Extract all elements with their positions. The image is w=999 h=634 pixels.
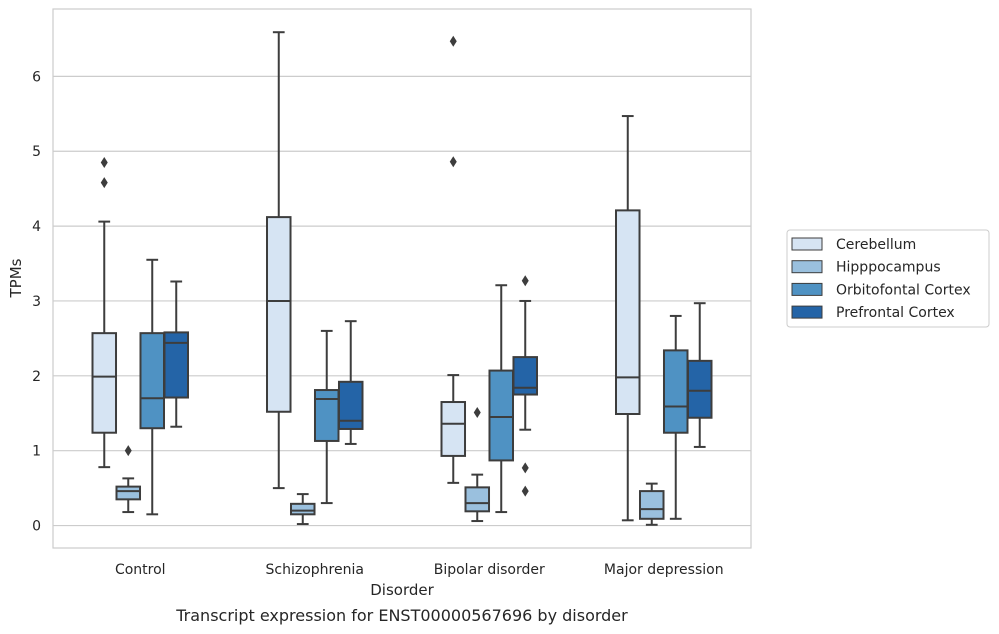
y-tick-label: 0 <box>32 519 41 535</box>
box-body <box>686 359 713 419</box>
outlier-point <box>124 445 132 457</box>
outlier-point <box>449 35 457 47</box>
box-body <box>91 332 118 434</box>
legend-label: Prefrontal Cortex <box>836 305 955 321</box>
legend-swatch <box>791 237 823 251</box>
plot-area-frame <box>52 8 752 549</box>
box-body <box>115 485 142 501</box>
outlier-point <box>473 407 481 419</box>
box-body <box>289 502 316 516</box>
legend-swatch <box>791 260 823 274</box>
box-body <box>512 356 538 396</box>
box <box>615 115 641 522</box>
box <box>464 407 491 523</box>
box <box>488 284 515 514</box>
box <box>440 35 467 484</box>
series-orbitofontal-cortex <box>139 258 689 520</box>
x-tick-labels: Control Schizophrenia Bipolar disorder Majo… <box>115 562 724 578</box>
legend-label: Hipppocampus <box>836 260 941 276</box>
box <box>313 329 340 505</box>
box <box>337 320 364 445</box>
box-body <box>266 216 292 413</box>
outlier-point <box>100 177 108 189</box>
series-hipppocampus <box>115 407 665 526</box>
box <box>289 493 316 526</box>
box-body <box>337 380 364 430</box>
y-tick-label: 6 <box>32 69 41 85</box>
x-tick-label: Bipolar disorder <box>434 562 545 578</box>
box <box>638 482 665 526</box>
box-body <box>638 490 665 520</box>
legend: Cerebellum Hipppocampus Orbitofontal Corte… <box>786 229 990 328</box>
legend-frame <box>786 229 990 328</box>
y-tick-labels: 0 1 2 3 4 5 6 <box>32 69 41 534</box>
series-prefrontal-cortex <box>163 275 713 497</box>
y-axis-label: TPMs <box>7 258 25 298</box>
box <box>686 302 713 448</box>
chart-caption: Transcript expression for ENST0000056769… <box>176 606 628 625</box>
y-tick-label: 2 <box>32 369 41 385</box>
y-tick-label: 3 <box>32 294 41 310</box>
box <box>163 280 189 428</box>
x-tick-label: Control <box>115 562 166 578</box>
box <box>662 314 689 520</box>
box-body <box>313 389 340 442</box>
x-tick-label: Schizophrenia <box>266 562 364 578</box>
legend-label: Orbitofontal Cortex <box>836 282 971 298</box>
outlier-point <box>449 156 457 168</box>
x-axis-label: Disorder <box>370 581 434 599</box>
outlier-point <box>100 156 108 168</box>
x-tick-label: Major depression <box>604 562 724 578</box>
box <box>139 258 166 516</box>
legend-swatch <box>791 282 823 296</box>
box-body <box>464 486 491 513</box>
y-tick-label: 5 <box>32 144 41 160</box>
box-body <box>139 332 166 430</box>
series-cerebellum <box>91 31 641 522</box>
box-body <box>662 349 689 434</box>
box-body <box>615 209 641 415</box>
y-tick-label: 4 <box>32 219 41 235</box>
box <box>91 156 118 469</box>
outlier-point <box>521 485 529 497</box>
box-body <box>163 331 189 399</box>
grid-lines <box>53 75 751 527</box>
box-body <box>488 369 515 462</box>
box <box>512 275 538 497</box>
box <box>266 31 292 490</box>
box-body <box>440 401 467 457</box>
outlier-point <box>521 462 529 474</box>
box-series <box>91 31 713 526</box>
legend-label: Cerebellum <box>836 237 916 253</box>
outlier-point <box>521 275 529 287</box>
box <box>115 445 142 514</box>
y-tick-label: 1 <box>32 444 41 460</box>
legend-swatch <box>791 305 823 319</box>
